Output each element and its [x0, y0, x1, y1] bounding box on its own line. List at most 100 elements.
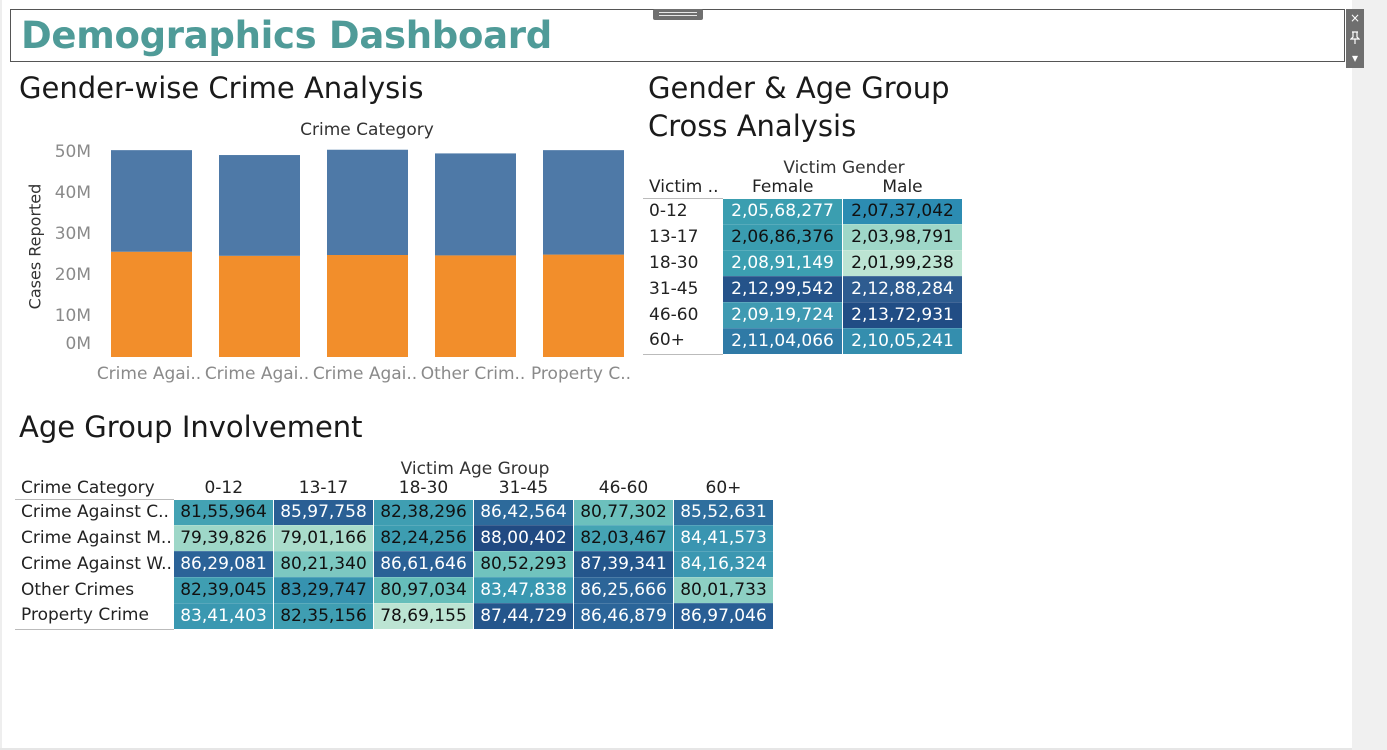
- cross-analysis-table: Victim .. Female Male 0-12 2,05,68,277 2,07,3…: [643, 177, 963, 355]
- row-label: 13-17: [649, 226, 699, 247]
- table-row: Property Crime 83,41,403 82,35,156 78,69,15…: [15, 603, 774, 630]
- header-row: Victim .. Female Male: [643, 177, 963, 199]
- heatmap-cell[interactable]: 86,42,564: [473, 499, 574, 526]
- x-tick-label: Crime Agai..: [312, 364, 418, 384]
- column-header: Male: [882, 177, 923, 198]
- cross-column-header: Victim Gender: [783, 158, 905, 178]
- heatmap-cell[interactable]: 2,01,99,238: [842, 250, 963, 277]
- heatmap-cell[interactable]: 88,00,402: [473, 525, 574, 552]
- age-involvement-title: Age Group Involvement: [19, 410, 363, 444]
- heatmap-cell[interactable]: 79,39,826: [174, 525, 274, 552]
- bar-segment-1-4[interactable]: [543, 150, 624, 255]
- heatmap-cell[interactable]: 85,52,631: [673, 499, 774, 526]
- heatmap-cell[interactable]: 82,35,156: [273, 603, 374, 630]
- dashboard-title-box[interactable]: Demographics Dashboard: [10, 9, 1345, 62]
- y-tick-label: 40M: [54, 183, 91, 203]
- heatmap-cell[interactable]: 2,09,19,724: [723, 302, 843, 329]
- heatmap-cell[interactable]: 86,61,646: [373, 551, 474, 578]
- bar-segment-0-0[interactable]: [111, 251, 192, 357]
- bar-segment-1-1[interactable]: [219, 155, 300, 256]
- heatmap-cell[interactable]: 78,69,155: [373, 603, 474, 630]
- object-controls: × ▾: [1346, 9, 1364, 68]
- heatmap-cell[interactable]: 2,06,86,376: [723, 224, 843, 251]
- bar-segment-1-2[interactable]: [327, 149, 408, 255]
- table-row: Crime Against W.. 86,29,081 80,21,340 86,61…: [15, 551, 774, 578]
- heatmap-cell[interactable]: 82,39,045: [174, 577, 274, 604]
- y-tick-label: 20M: [54, 265, 91, 285]
- row-label: 0-12: [649, 201, 688, 221]
- x-tick-label: Property C..: [530, 364, 632, 384]
- heatmap-cell[interactable]: 87,44,729: [473, 603, 574, 630]
- heatmap-cell[interactable]: 79,01,166: [273, 525, 374, 552]
- bar-segment-0-4[interactable]: [543, 254, 624, 357]
- x-tick-label: Crime Agai..: [204, 364, 310, 384]
- heatmap-cell[interactable]: 85,97,758: [273, 499, 374, 526]
- heatmap-cell[interactable]: 80,01,733: [673, 577, 774, 604]
- heatmap-cell[interactable]: 86,97,046: [673, 603, 774, 630]
- row-label: 31-45: [649, 278, 699, 299]
- vertical-scrollbar[interactable]: [1352, 0, 1387, 750]
- y-tick-label: 50M: [54, 142, 91, 162]
- heatmap-cell[interactable]: 2,12,88,284: [842, 276, 963, 303]
- heatmap-cell[interactable]: 2,12,99,542: [723, 276, 843, 303]
- pin-icon[interactable]: [1346, 29, 1364, 52]
- heatmap-cell[interactable]: 2,11,04,066: [723, 328, 843, 355]
- x-tick-label: Other Crim..: [420, 364, 526, 384]
- y-tick-label: 0M: [65, 334, 91, 354]
- row-header-label: Crime Category: [15, 478, 174, 500]
- bar-segment-0-2[interactable]: [327, 255, 408, 357]
- x-tick-label: Crime Agai..: [96, 364, 202, 384]
- heatmap-cell[interactable]: 87,39,341: [573, 551, 674, 578]
- row-label: 18-30: [649, 252, 699, 273]
- heatmap-cell[interactable]: 2,10,05,241: [842, 328, 963, 355]
- heatmap-cell[interactable]: 2,03,98,791: [842, 224, 963, 251]
- row-label: Crime Against M..: [21, 527, 172, 548]
- table-row: Other Crimes 82,39,045 83,29,747 80,97,034 8…: [15, 577, 774, 604]
- column-header: 31-45: [498, 478, 549, 499]
- heatmap-cell[interactable]: 2,08,91,149: [723, 250, 843, 277]
- bar-segment-1-3[interactable]: [435, 153, 516, 256]
- drag-handle-icon[interactable]: [653, 9, 703, 20]
- heatmap-cell[interactable]: 83,29,747: [273, 577, 374, 604]
- row-label: Crime Against C..: [21, 502, 169, 522]
- left-edge: [0, 0, 2, 750]
- cross-analysis-title-line2: Cross Analysis: [648, 109, 857, 143]
- heatmap-cell[interactable]: 80,21,340: [273, 551, 374, 578]
- table-row: 18-30 2,08,91,149 2,01,99,238: [643, 250, 963, 277]
- table-row: 0-12 2,05,68,277 2,07,37,042: [643, 198, 963, 225]
- chart-column-header: Crime Category: [300, 120, 434, 140]
- dashboard-title: Demographics Dashboard: [21, 14, 552, 57]
- heatmap-cell[interactable]: 2,13,72,931: [842, 302, 963, 329]
- heatmap-cell[interactable]: 80,77,302: [573, 499, 674, 526]
- heatmap-cell[interactable]: 86,29,081: [174, 551, 274, 578]
- bar-segment-0-1[interactable]: [219, 255, 300, 357]
- heatmap-cell[interactable]: 86,46,879: [573, 603, 674, 630]
- heatmap-cell[interactable]: 84,41,573: [673, 525, 774, 552]
- header-row: Crime Category 0-12 13-17 18-30 31-45 46-60 60…: [15, 478, 774, 500]
- y-tick-label: 30M: [54, 224, 91, 244]
- bar-segment-0-3[interactable]: [435, 255, 516, 357]
- age-column-header: Victim Age Group: [400, 459, 550, 479]
- heatmap-cell[interactable]: 83,41,403: [174, 603, 274, 630]
- chevron-down-icon[interactable]: ▾: [1351, 51, 1359, 65]
- heatmap-cell[interactable]: 82,03,467: [573, 525, 674, 552]
- heatmap-cell[interactable]: 83,47,838: [473, 577, 574, 604]
- bar-segment-1-0[interactable]: [111, 150, 192, 252]
- table-row: 13-17 2,06,86,376 2,03,98,791: [643, 224, 963, 251]
- table-row: Crime Against C.. 81,55,964 85,97,758 82,38…: [15, 499, 774, 526]
- row-label: 46-60: [649, 304, 699, 325]
- heatmap-cell[interactable]: 80,97,034: [373, 577, 474, 604]
- stacked-bar-chart[interactable]: [95, 140, 640, 360]
- heatmap-cell[interactable]: 86,25,666: [573, 577, 674, 604]
- bottom-edge: [0, 748, 1352, 750]
- heatmap-cell[interactable]: 82,38,296: [373, 499, 474, 526]
- heatmap-cell[interactable]: 2,07,37,042: [842, 198, 963, 225]
- y-tick-label: 10M: [54, 306, 91, 326]
- heatmap-cell[interactable]: 80,52,293: [473, 551, 574, 578]
- heatmap-cell[interactable]: 84,16,324: [673, 551, 774, 578]
- close-icon[interactable]: ×: [1349, 11, 1361, 25]
- heatmap-cell[interactable]: 2,05,68,277: [723, 198, 843, 225]
- heatmap-cell[interactable]: 81,55,964: [174, 499, 274, 526]
- column-header: Female: [752, 177, 814, 198]
- heatmap-cell[interactable]: 82,24,256: [373, 525, 474, 552]
